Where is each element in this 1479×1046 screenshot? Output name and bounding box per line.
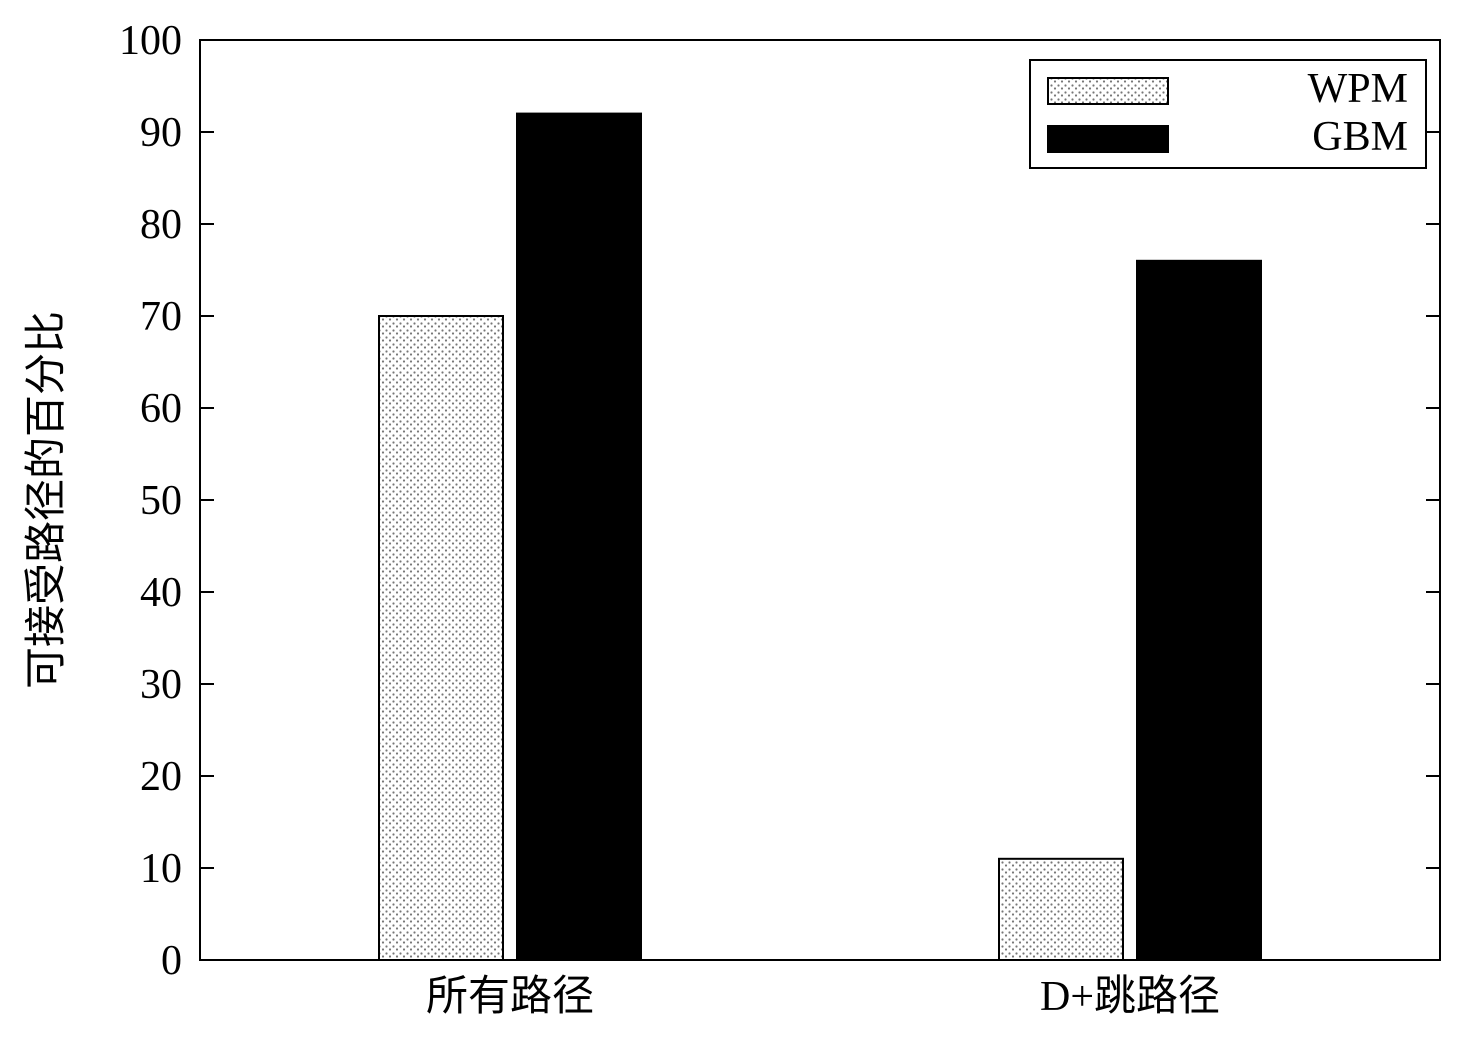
legend-label-wpm: WPM xyxy=(1308,66,1408,112)
ytick-label: 20 xyxy=(140,754,182,800)
ytick-label: 100 xyxy=(119,18,182,64)
legend-swatch-wpm xyxy=(1048,78,1168,104)
ytick-label: 10 xyxy=(140,846,182,892)
legend-label-gbm: GBM xyxy=(1312,114,1408,160)
y-axis-label: 可接受路径的百分比 xyxy=(24,311,70,689)
chart-svg: 0 10 20 30 40 50 60 70 80 90 100 可接受路径的百分比所有路径 D+跳路径… xyxy=(0,0,1479,1046)
bar-chart: 0 10 20 30 40 50 60 70 80 90 100 可接受路径的百分比所有路径 D+跳路径… xyxy=(0,0,1479,1046)
ytick-label: 50 xyxy=(140,478,182,524)
ytick-label: 60 xyxy=(140,386,182,432)
bar-wpm xyxy=(999,859,1123,960)
ytick-label: 80 xyxy=(140,202,182,248)
x-category-label: 所有路径 xyxy=(426,974,594,1020)
legend-swatch-gbm xyxy=(1048,126,1168,152)
ytick-label: 0 xyxy=(161,938,182,984)
bar-wpm xyxy=(379,316,503,960)
x-category-label: D+跳路径 xyxy=(1040,974,1220,1020)
ytick-label: 70 xyxy=(140,294,182,340)
ytick-label: 90 xyxy=(140,110,182,156)
ytick-label: 30 xyxy=(140,662,182,708)
bar-gbm xyxy=(517,114,641,960)
ytick-label: 40 xyxy=(140,570,182,616)
bar-gbm xyxy=(1137,261,1261,960)
